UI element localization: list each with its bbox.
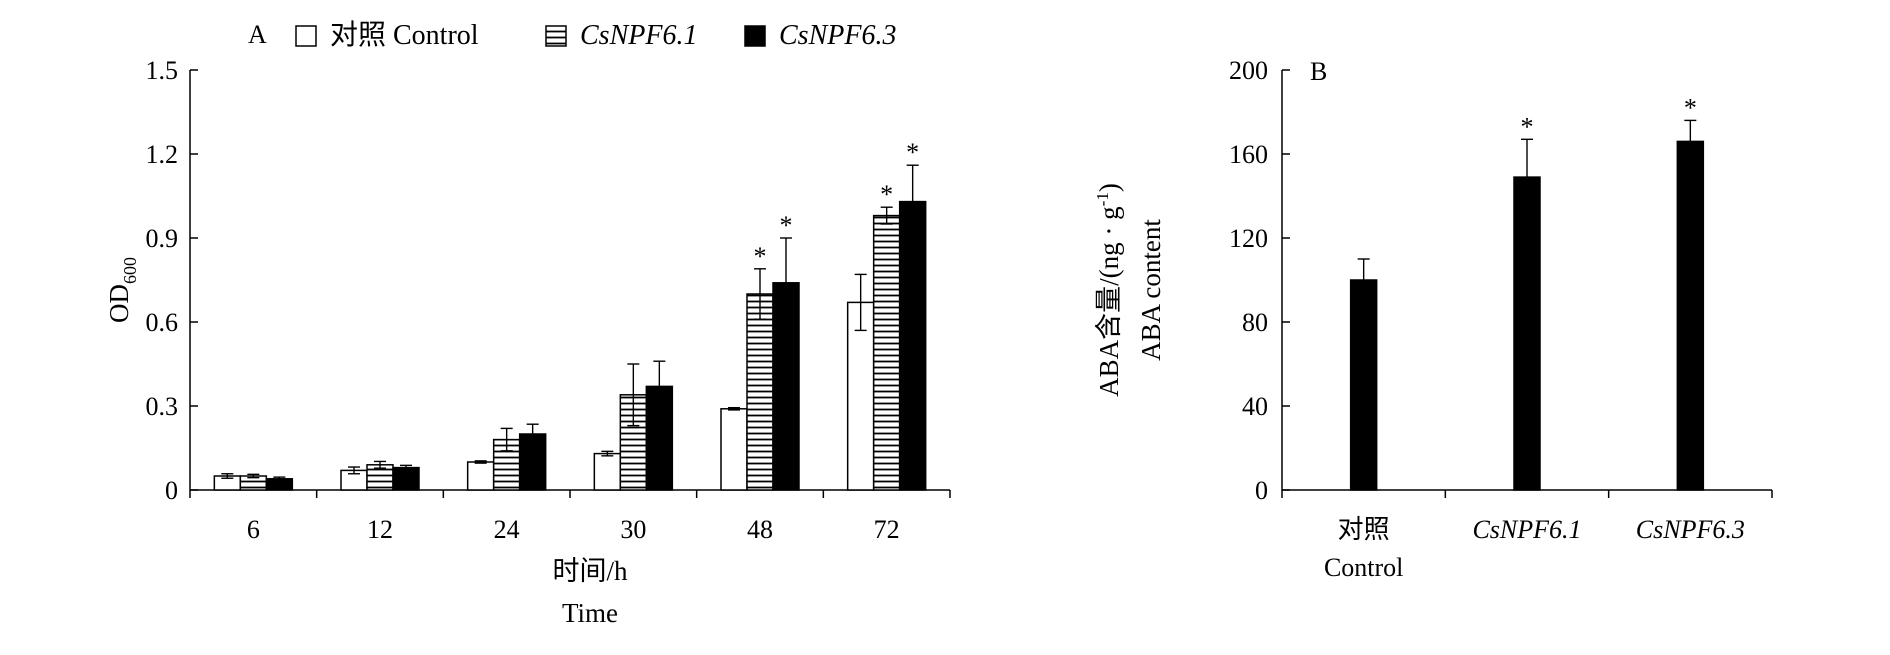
y-tick-label-a: 1.2 bbox=[146, 140, 179, 169]
significance-mark-a: * bbox=[906, 138, 919, 167]
x-axis-label-a: 时间/h bbox=[552, 556, 628, 586]
bar-b bbox=[1513, 176, 1541, 491]
legend-label-a: CsNPF6.1 bbox=[580, 20, 697, 51]
y-tick-label-b: 200 bbox=[1229, 56, 1268, 85]
x-tick-label-a: 6 bbox=[247, 515, 260, 544]
y-axis-label-sub-a: 600 bbox=[120, 257, 140, 284]
legend-swatch-a bbox=[545, 25, 567, 47]
x-tick-label-a: 30 bbox=[620, 515, 646, 544]
bar-a bbox=[898, 200, 927, 491]
x-tick-label-b: CsNPF6.1 bbox=[1472, 515, 1581, 544]
x-tick-label-a: 12 bbox=[367, 515, 393, 544]
legend-swatch-a bbox=[295, 25, 317, 47]
significance-mark-b: * bbox=[1521, 112, 1534, 141]
y-tick-label-b: 160 bbox=[1229, 140, 1268, 169]
x-tick-label-b: Control bbox=[1324, 553, 1403, 582]
y-tick-label-b: 0 bbox=[1255, 476, 1268, 505]
y-tick-label-a: 0.6 bbox=[146, 308, 179, 337]
significance-mark-b: * bbox=[1684, 93, 1697, 122]
y-axis-label-a: OD600 bbox=[104, 257, 140, 323]
legend-label-a: 对照 Control bbox=[330, 19, 479, 51]
panel-label-a: A bbox=[248, 20, 267, 49]
y-tick-label-a: 0.9 bbox=[146, 224, 179, 253]
x-tick-label-b: 对照 bbox=[1338, 515, 1390, 544]
y-axis-label-b-sup: -1 bbox=[1093, 192, 1112, 206]
bar-a bbox=[392, 466, 420, 491]
x-axis-label-en-a: Time bbox=[562, 598, 618, 628]
legend-swatch-a bbox=[744, 25, 766, 47]
chart-b: 0 40 80 120 160 200 对照 Control * CsNPF6.1 * CsNPF6.… bbox=[1093, 56, 1773, 582]
y-axis-label-b-close: ) bbox=[1094, 183, 1124, 192]
significance-mark-a: * bbox=[754, 242, 767, 271]
bar-a bbox=[872, 214, 901, 491]
x-tick-label-b: CsNPF6.3 bbox=[1636, 515, 1745, 544]
bar-a bbox=[746, 293, 774, 491]
y-tick-label-b: 40 bbox=[1242, 392, 1268, 421]
y-tick-label-a: 1.5 bbox=[146, 56, 179, 85]
significance-mark-a: * bbox=[780, 211, 793, 240]
y-tick-label-a: 0.3 bbox=[146, 392, 179, 421]
bar-b bbox=[1676, 140, 1705, 491]
x-tick-label-a: 48 bbox=[747, 515, 773, 544]
bar-a bbox=[720, 408, 748, 491]
panel-label-b: B bbox=[1310, 57, 1327, 86]
x-tick-label-a: 72 bbox=[874, 515, 900, 544]
y-axis-label-b-part: ABA含量/(ng · g bbox=[1094, 206, 1124, 397]
y-tick-label-a: 0 bbox=[165, 476, 178, 505]
chart-a: 0 0.3 0.6 0.9 1.2 1.5 6 12 24 30 48 * * 72 * * A 对照 Contr… bbox=[104, 19, 951, 628]
y-axis-label-b: ABA含量/(ng · g-1) bbox=[1093, 183, 1124, 397]
significance-mark-a: * bbox=[880, 180, 893, 209]
bar-a bbox=[466, 461, 495, 491]
bar-b bbox=[1349, 279, 1378, 491]
legend-label-a: CsNPF6.3 bbox=[779, 20, 896, 51]
y-axis-label-main-a: OD bbox=[104, 284, 134, 323]
y-tick-label-b: 80 bbox=[1242, 308, 1268, 337]
bar-a bbox=[593, 452, 622, 491]
x-tick-label-a: 24 bbox=[494, 515, 520, 544]
y-axis-label-b-en: ABA content bbox=[1136, 219, 1166, 361]
y-tick-label-b: 120 bbox=[1229, 224, 1268, 253]
